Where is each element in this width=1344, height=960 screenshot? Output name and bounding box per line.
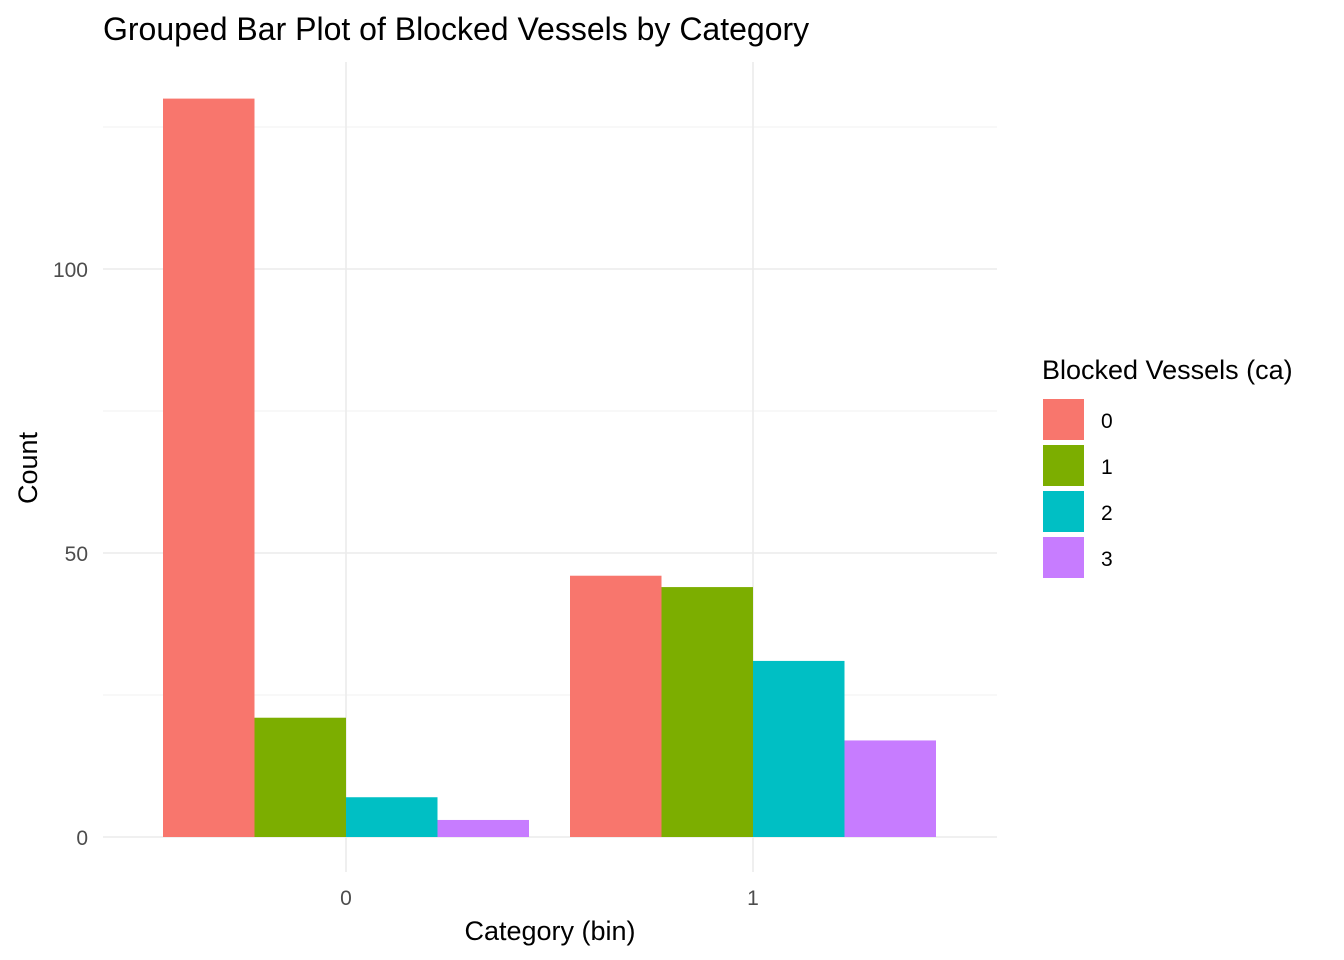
y-tick-label: 50 bbox=[65, 543, 88, 566]
bar-cat0-ca2 bbox=[346, 797, 438, 837]
legend-swatch-3 bbox=[1043, 537, 1084, 578]
legend-label-0: 0 bbox=[1101, 410, 1113, 433]
legend: Blocked Vessels (ca) 0 1 2 3 bbox=[1042, 355, 1293, 578]
x-tick-label: 0 bbox=[340, 887, 352, 910]
legend-title: Blocked Vessels (ca) bbox=[1042, 355, 1293, 385]
legend-items: 0 1 2 3 bbox=[1043, 399, 1113, 578]
legend-label-2: 2 bbox=[1101, 502, 1113, 525]
chart-title: Grouped Bar Plot of Blocked Vessels by C… bbox=[103, 11, 809, 47]
y-tick-label: 0 bbox=[76, 827, 88, 850]
bar-cat1-ca2 bbox=[753, 660, 845, 837]
bar-cat1-ca3 bbox=[844, 740, 936, 837]
legend-swatch-1 bbox=[1043, 445, 1084, 486]
y-tick-label: 100 bbox=[53, 259, 88, 282]
bar-cat0-ca3 bbox=[437, 819, 529, 837]
y-axis-title: Count bbox=[13, 431, 43, 504]
legend-swatch-0 bbox=[1043, 399, 1084, 440]
bar-cat1-ca1 bbox=[661, 587, 753, 837]
bar-cat1-ca0 bbox=[570, 575, 662, 837]
bar-cat0-ca1 bbox=[254, 717, 346, 837]
bar-cat0-ca0 bbox=[163, 98, 255, 838]
legend-label-3: 3 bbox=[1101, 548, 1113, 571]
bars bbox=[163, 98, 936, 838]
x-axis-title: Category (bin) bbox=[464, 916, 635, 946]
legend-swatch-2 bbox=[1043, 491, 1084, 532]
y-axis-ticks: 0 50 100 bbox=[53, 259, 88, 850]
x-tick-label: 1 bbox=[747, 887, 759, 910]
legend-label-1: 1 bbox=[1101, 456, 1113, 479]
